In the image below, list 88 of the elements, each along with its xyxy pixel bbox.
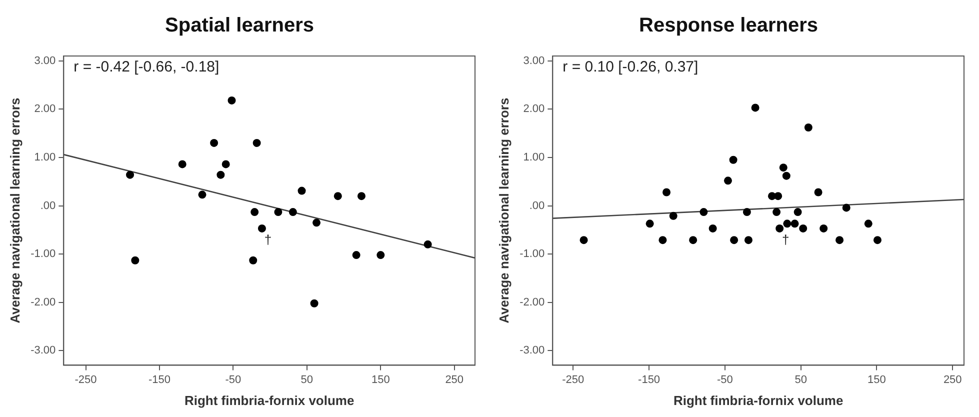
- x-tick-label: -150: [638, 374, 660, 386]
- y-tick-label: .00: [40, 200, 56, 212]
- point: [700, 208, 708, 216]
- point: [779, 164, 788, 172]
- x-tick-label: 150: [371, 374, 390, 386]
- x-axis-title: Right fimbria-fornix volume: [184, 392, 354, 408]
- point: [729, 156, 738, 164]
- point: [776, 224, 784, 232]
- x-tick-label: 150: [868, 374, 886, 386]
- point: [799, 224, 808, 232]
- point: [873, 236, 882, 244]
- point: [298, 186, 306, 195]
- point: [658, 236, 667, 244]
- annotation: r = 0.10 [-0.26, 0.37]: [562, 58, 698, 76]
- point: [842, 204, 850, 212]
- point: [357, 192, 366, 200]
- point: [864, 220, 872, 228]
- point: [782, 172, 790, 180]
- point: [794, 208, 802, 216]
- point: [274, 208, 282, 216]
- point: [689, 236, 698, 244]
- y-tick-label: -2.00: [520, 296, 545, 308]
- x-tick-label: -50: [225, 374, 242, 386]
- annotation: r = -0.42 [-0.66, -0.18]: [74, 58, 220, 76]
- point: [198, 190, 206, 199]
- point: [836, 236, 844, 244]
- point: [774, 192, 782, 200]
- point: [258, 224, 266, 232]
- y-tick-label: 3.00: [523, 54, 545, 67]
- y-tick-label: -1.00: [520, 248, 545, 260]
- x-tick-label: 50: [794, 374, 807, 386]
- x-tick-label: -250: [562, 374, 584, 386]
- point: [216, 170, 225, 179]
- point: [814, 188, 822, 196]
- point: [820, 224, 828, 232]
- point: [222, 160, 230, 168]
- point: [772, 208, 781, 216]
- x-tick-label: -150: [148, 374, 171, 386]
- y-tick-label: 1.00: [34, 151, 56, 164]
- y-tick-label: .00: [529, 200, 545, 212]
- x-tick-label: 250: [445, 374, 464, 386]
- point: [249, 256, 258, 264]
- y-tick-label: -2.00: [30, 296, 56, 308]
- point: [751, 104, 760, 112]
- point: [804, 124, 812, 132]
- x-tick-label: 50: [300, 374, 314, 386]
- y-tick-label: -1.00: [30, 248, 56, 260]
- point: [790, 220, 799, 228]
- point: [352, 251, 360, 260]
- point: [126, 170, 134, 179]
- point: [708, 224, 717, 232]
- point: [312, 218, 321, 227]
- point: [424, 240, 432, 248]
- chart-title: Spatial learners: [165, 14, 314, 37]
- y-axis-title: Average navigational learning errors: [496, 98, 512, 324]
- x-tick-label: -250: [74, 374, 97, 386]
- y-tick-label: 1.00: [523, 151, 545, 164]
- point: [210, 138, 218, 147]
- point: [252, 138, 261, 147]
- point: [228, 96, 236, 104]
- y-tick-label: -3.00: [30, 344, 56, 357]
- x-tick-label: -50: [716, 374, 733, 386]
- point: [742, 208, 751, 216]
- point: [662, 188, 671, 196]
- annotation: †: [264, 232, 272, 248]
- point: [376, 251, 385, 260]
- y-tick-label: 2.00: [523, 103, 545, 116]
- chart-title: Response learners: [639, 14, 818, 37]
- annotation: †: [782, 232, 790, 248]
- x-tick-label: 250: [943, 374, 962, 386]
- point: [310, 299, 318, 308]
- point: [334, 192, 342, 200]
- point: [730, 236, 738, 244]
- point: [580, 236, 588, 244]
- point: [724, 176, 732, 185]
- y-tick-label: -3.00: [520, 344, 545, 357]
- point: [646, 220, 654, 228]
- point: [178, 160, 186, 168]
- x-axis-title: Right fimbria-fornix volume: [673, 392, 844, 408]
- point: [288, 208, 297, 216]
- point: [783, 220, 792, 228]
- point: [131, 256, 140, 264]
- y-axis-title: Average navigational learning errors: [7, 98, 22, 324]
- point: [744, 236, 752, 244]
- point: [250, 208, 259, 216]
- y-tick-label: 2.00: [34, 103, 56, 116]
- point: [669, 212, 678, 220]
- y-tick-label: 3.00: [34, 54, 56, 67]
